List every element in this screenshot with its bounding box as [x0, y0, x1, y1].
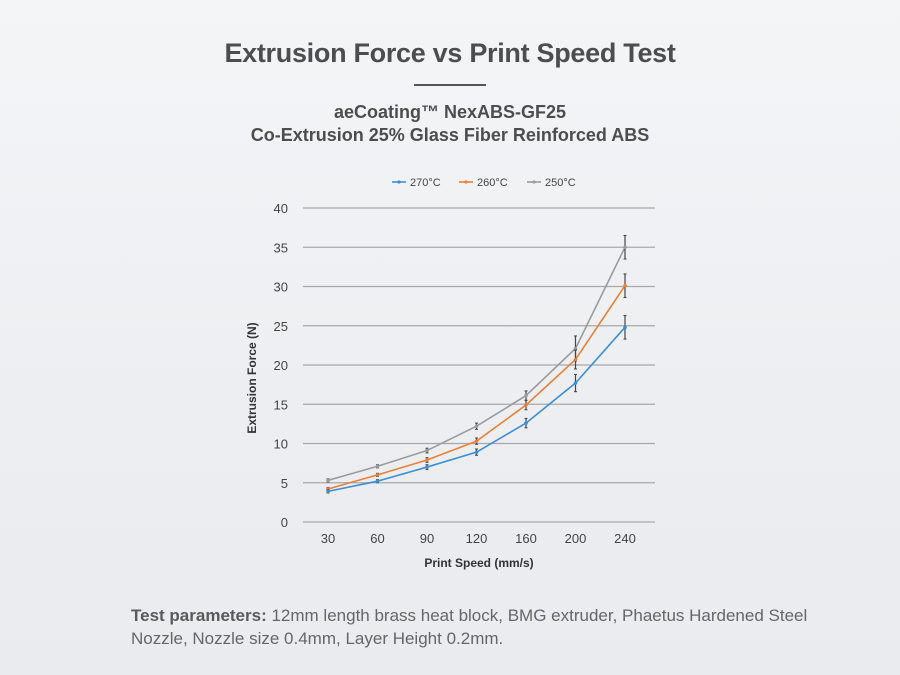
- legend-marker: [532, 180, 536, 184]
- series-line-260°C: [327, 285, 626, 490]
- x-tick-label: 30: [321, 531, 335, 546]
- legend-label: 250°C: [545, 177, 576, 189]
- data-point: [474, 424, 479, 429]
- test-parameters-label: Test parameters:: [131, 606, 267, 625]
- y-tick-label: 0: [281, 515, 288, 530]
- y-tick-label: 5: [281, 476, 288, 491]
- data-point: [474, 450, 479, 454]
- test-parameters-text: 12mm length brass heat block, BMG extrud…: [131, 606, 808, 648]
- data-point: [375, 479, 380, 483]
- legend-label: 260°C: [477, 177, 508, 189]
- data-point: [524, 421, 528, 425]
- y-tick-label: 20: [274, 358, 288, 373]
- data-point: [573, 346, 578, 351]
- y-tick-label: 30: [274, 280, 288, 295]
- data-point: [524, 403, 528, 407]
- x-tick-label: 200: [565, 531, 587, 546]
- data-point: [573, 381, 578, 385]
- y-tick-label: 15: [274, 397, 288, 412]
- data-point: [425, 458, 429, 462]
- data-point: [425, 465, 429, 469]
- y-tick-label: 35: [274, 240, 288, 255]
- page-title: Extrusion Force vs Print Speed Test: [224, 38, 676, 68]
- series-line-250°C: [327, 246, 626, 482]
- data-point: [623, 283, 627, 288]
- data-point: [623, 325, 627, 330]
- data-point: [375, 464, 380, 469]
- title-divider: [414, 84, 486, 86]
- data-point: [623, 245, 627, 250]
- x-axis-label: Print Speed (mm/s): [424, 556, 533, 570]
- y-tick-label: 25: [274, 319, 288, 334]
- extrusion-force-chart: 0 5 10 15 20 25 30 35 40 30 60 90 120 160 200 240 Print …: [245, 177, 655, 570]
- x-tick-label: 160: [515, 531, 537, 546]
- x-tick-label: 240: [614, 531, 636, 546]
- data-point: [326, 478, 330, 483]
- data-point: [326, 489, 330, 494]
- product-description: Co-Extrusion 25% Glass Fiber Reinforced …: [250, 125, 650, 145]
- data-point: [474, 439, 479, 443]
- x-tick-label: 60: [370, 531, 384, 546]
- y-tick-label: 40: [274, 201, 288, 216]
- legend-marker: [397, 180, 401, 184]
- x-tick-label: 90: [420, 531, 434, 546]
- legend-marker: [464, 180, 468, 184]
- test-parameters: Test parameters: 12mm length brass heat …: [131, 604, 811, 650]
- data-point: [425, 448, 429, 453]
- x-tick-label: 120: [466, 531, 488, 546]
- y-axis-label: Extrusion Force (N): [245, 322, 259, 433]
- legend-label: 270°C: [410, 177, 441, 189]
- product-name: aeCoating™ NexABS-GF25: [333, 102, 567, 122]
- data-point: [573, 357, 578, 362]
- data-point: [375, 473, 380, 477]
- data-point: [524, 393, 528, 398]
- y-tick-label: 10: [274, 437, 288, 452]
